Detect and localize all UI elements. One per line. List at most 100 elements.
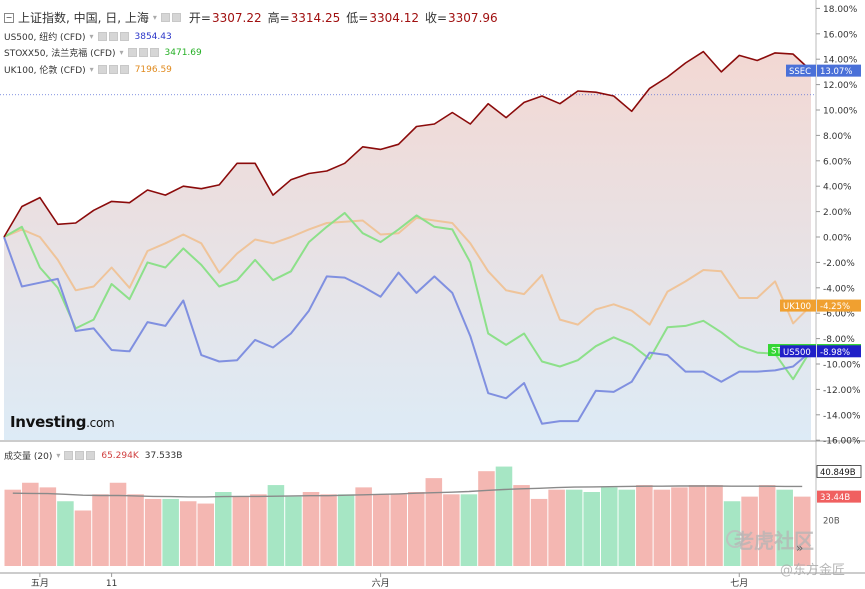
dropdown-caret-icon[interactable]: ▾ <box>152 13 157 22</box>
eye-icon[interactable] <box>160 13 170 22</box>
volume-bar <box>267 485 285 566</box>
volume-bar <box>197 503 215 566</box>
legend-us500-name: US500, 纽约 (CFD) <box>4 33 86 43</box>
y-tick-label: 16.00% <box>823 30 858 40</box>
close-icon[interactable] <box>86 451 96 460</box>
end-label-us500: US500 -8.98% <box>780 345 861 358</box>
volume-bar <box>179 501 197 566</box>
volume-bar <box>671 487 688 566</box>
y-tick-label: -8.00% <box>823 335 855 345</box>
x-tick-label: 六月 <box>372 577 390 589</box>
close-icon[interactable] <box>119 32 129 41</box>
volume-last-bg <box>817 490 861 503</box>
high-value: 3314.25 <box>290 10 341 25</box>
volume-bar <box>618 489 636 566</box>
volume-bar <box>57 501 74 566</box>
dropdown-caret-icon[interactable]: ▾ <box>119 48 124 57</box>
settings-icon[interactable] <box>108 65 118 74</box>
eye-icon[interactable] <box>64 451 74 460</box>
eye-icon[interactable] <box>97 32 107 41</box>
volume-bar <box>250 494 267 566</box>
y-tick-label: 4.00% <box>823 183 852 193</box>
settings-icon[interactable] <box>171 13 181 22</box>
settings-icon[interactable] <box>108 32 118 41</box>
volume-bar <box>443 494 460 566</box>
volume-bar <box>600 487 618 566</box>
legend-us500-row: US500, 纽约 (CFD) ▾ 3854.43 <box>4 30 172 44</box>
volume-bar <box>583 492 600 566</box>
end-label-uk100: UK100 -4.25% <box>780 299 861 312</box>
volume-bar <box>109 482 127 566</box>
eye-icon[interactable] <box>97 65 107 74</box>
settings-icon[interactable] <box>75 451 85 460</box>
y-tick-label: 8.00% <box>823 132 852 142</box>
end-label-value-bg <box>817 64 861 77</box>
volume-bar <box>513 485 530 566</box>
volume-ma-line <box>12 485 803 498</box>
end-label-name-bg <box>780 299 816 312</box>
low-label: 低= <box>346 11 369 25</box>
volume-pane <box>4 466 811 566</box>
volume-bar <box>565 489 583 566</box>
dropdown-caret-icon[interactable]: ▾ <box>56 451 61 460</box>
volume-bar <box>653 489 671 566</box>
investing-logo: Investing.com <box>10 413 115 431</box>
volume-value-1: 65.294K <box>101 450 139 461</box>
y-tick-label: 14.00% <box>823 56 858 66</box>
dropdown-caret-icon[interactable]: ▾ <box>89 32 94 41</box>
low-value: 3304.12 <box>369 10 419 25</box>
end-label-value: -4.25% <box>820 302 850 312</box>
volume-bar <box>74 510 92 566</box>
watermark-logo-icon <box>726 530 744 548</box>
legend-stoxx50-row: STOXX50, 法兰克福 (CFD) ▾ 3471.69 <box>4 46 202 60</box>
volume-value-2: 37.533B <box>144 450 183 461</box>
watermark-text: 老虎社区 <box>734 529 814 553</box>
legend-uk100-value: 7196.59 <box>134 64 172 75</box>
end-label-value-bg <box>817 345 861 358</box>
volume-bar <box>92 494 109 566</box>
volume-bar <box>460 494 478 566</box>
dropdown-caret-icon[interactable]: ▾ <box>89 65 94 74</box>
end-label-name: US500 <box>783 348 811 358</box>
volume-bar <box>548 489 565 566</box>
y-tick-label: -2.00% <box>823 259 855 269</box>
scroll-right-icon[interactable]: » <box>796 541 804 555</box>
volume-bar <box>22 482 39 566</box>
volume-bar <box>390 494 407 566</box>
high-label: 高= <box>267 11 290 25</box>
eye-icon[interactable] <box>127 48 137 57</box>
volume-bar <box>408 492 425 566</box>
y-tick-label: -4.00% <box>823 284 855 294</box>
y-tick-label: 0.00% <box>823 234 852 244</box>
volume-bar <box>302 492 320 566</box>
watermark-author: @东方金匠 <box>780 563 846 578</box>
series-line-stoxx50 <box>3 211 812 381</box>
volume-axis: 40.849B 20B 33.44B <box>816 465 862 526</box>
close-icon[interactable] <box>119 65 129 74</box>
legend-uk100-row: UK100, 伦敦 (CFD) ▾ 7196.59 <box>4 63 172 77</box>
volume-bar <box>162 498 179 566</box>
open-value: 3307.22 <box>211 10 262 25</box>
y-tick-label: -16.00% <box>823 437 861 447</box>
close-icon[interactable] <box>149 48 159 57</box>
volume-bar <box>478 471 495 566</box>
volume-bar <box>758 485 776 566</box>
y-tick-label: 10.00% <box>823 107 858 117</box>
end-label-name-bg <box>786 64 816 77</box>
y-tick-label: -14.00% <box>823 411 861 421</box>
volume-bar <box>355 487 372 566</box>
volume-bar <box>337 494 355 566</box>
y-tick-label: 18.00% <box>823 5 858 15</box>
volume-max-label: 40.849B <box>820 468 856 478</box>
volume-legend-label: 成交量 (20) <box>4 452 53 462</box>
volume-bar <box>495 466 513 566</box>
collapse-icon[interactable]: − <box>4 12 14 23</box>
close-value: 3307.96 <box>448 10 498 25</box>
settings-icon[interactable] <box>138 48 148 57</box>
volume-bar <box>39 487 57 566</box>
volume-bar <box>530 498 548 566</box>
end-label-value: 13.07% <box>820 67 852 77</box>
y-tick-label: 2.00% <box>823 208 852 218</box>
series-line-us500 <box>3 236 812 425</box>
